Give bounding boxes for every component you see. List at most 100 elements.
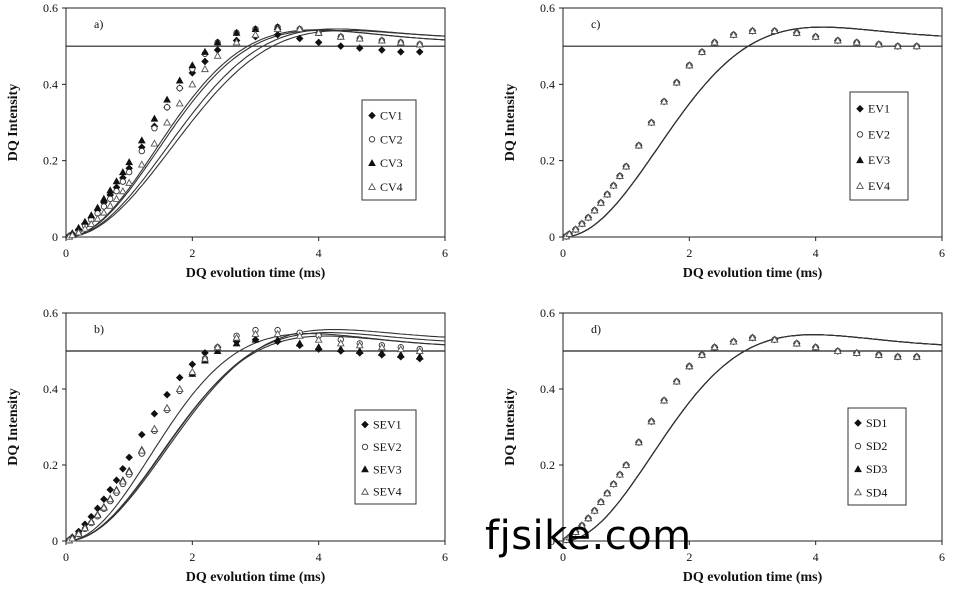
y-axis-title: DQ Intensity xyxy=(6,84,21,161)
data-point-cv3 xyxy=(137,136,146,144)
data-point-sev4 xyxy=(118,477,127,485)
data-point-cv4 xyxy=(137,160,146,168)
data-point-cv4 xyxy=(80,224,89,232)
data-point-ev4 xyxy=(622,162,631,170)
y-tick-label: 0.4 xyxy=(540,382,555,396)
x-tick-label: 6 xyxy=(442,246,448,260)
data-point-cv4 xyxy=(118,187,127,195)
data-point-sev3 xyxy=(396,350,405,358)
data-point-ev4 xyxy=(590,206,599,214)
chart-panel-d: 0 2 4 6 0 0.2 0.4 0.6 DQ evolution time (ms) DQ I… xyxy=(503,306,945,585)
legend-marker-sev4 xyxy=(361,487,369,495)
data-point-ev4 xyxy=(609,181,618,189)
data-point-cv3 xyxy=(163,95,171,103)
data-point-sev4 xyxy=(68,534,77,542)
data-point-cv3 xyxy=(106,186,115,194)
legend-label-cv2: CV2 xyxy=(380,132,403,146)
data-point-sev1 xyxy=(125,453,133,462)
legend-label-sd1: SD1 xyxy=(866,416,887,430)
plot-frame xyxy=(562,312,943,542)
x-axis-title: DQ evolution time (ms) xyxy=(683,570,823,585)
fit-curve-cv4 xyxy=(65,29,446,238)
x-tick-label: 2 xyxy=(686,550,692,564)
legend-label-sev2: SEV2 xyxy=(373,440,402,454)
legend-marker-sd2 xyxy=(854,442,862,450)
y-tick-label: 0 xyxy=(52,230,58,244)
data-point-sd4 xyxy=(603,488,612,497)
data-point-ev4 xyxy=(792,28,801,36)
panel-label: a) xyxy=(94,17,103,31)
data-point-cv4 xyxy=(175,99,184,107)
data-point-cv4 xyxy=(99,208,108,216)
data-point-cv3 xyxy=(100,194,108,202)
legend-marker-cv1 xyxy=(368,111,376,120)
watermark-text: fjsike.com xyxy=(485,513,692,559)
data-point-ev4 xyxy=(565,229,574,237)
data-point-sd4 xyxy=(571,527,580,535)
data-point-cv4 xyxy=(377,36,386,44)
data-point-sev3 xyxy=(314,343,323,351)
y-tick-label: 0 xyxy=(549,230,555,244)
data-point-cv4 xyxy=(163,118,172,126)
chart-panel-b: 0 2 4 6 0 0.2 0.4 0.6 DQ evolution time (ms) DQ I… xyxy=(6,306,448,585)
x-tick-label: 2 xyxy=(189,550,195,564)
y-tick-label: 0 xyxy=(52,534,58,548)
data-point-ev4 xyxy=(571,225,580,233)
data-point-sev3 xyxy=(213,346,222,354)
data-point-sev4 xyxy=(188,367,197,375)
data-point-sev4 xyxy=(213,343,222,351)
y-tick-label: 0.4 xyxy=(540,77,555,91)
data-point-sev4 xyxy=(137,446,146,454)
data-point-ev4 xyxy=(603,190,612,198)
x-tick-label: 0 xyxy=(560,246,566,260)
data-point-cv4 xyxy=(415,40,424,48)
y-tick-label: 0.2 xyxy=(43,458,58,472)
data-point-sd4 xyxy=(660,396,669,404)
data-point-cv1 xyxy=(355,44,364,52)
data-point-sev4 xyxy=(336,339,345,347)
data-point-sev1 xyxy=(175,373,184,382)
y-tick-label: 0.6 xyxy=(540,306,555,320)
x-tick-label: 0 xyxy=(560,550,566,564)
data-point-sd4 xyxy=(634,438,643,446)
data-point-ev4 xyxy=(811,32,820,40)
x-tick-label: 6 xyxy=(939,246,945,260)
x-tick-label: 0 xyxy=(63,246,69,260)
data-point-sd4 xyxy=(912,352,921,360)
legend-label-cv1: CV1 xyxy=(380,108,403,122)
data-point-sev4 xyxy=(125,467,134,475)
y-tick-label: 0.2 xyxy=(540,458,555,472)
legend-label-cv4: CV4 xyxy=(380,180,403,194)
data-point-sd4 xyxy=(590,506,599,514)
data-point-sev3 xyxy=(336,345,345,353)
data-point-cv2 xyxy=(113,188,120,195)
data-point-cv4 xyxy=(314,28,323,36)
data-point-sev3 xyxy=(355,346,364,354)
data-point-cv3 xyxy=(125,158,134,166)
legend-label-sd4: SD4 xyxy=(866,485,887,499)
data-point-sev4 xyxy=(273,329,282,337)
data-point-sev4 xyxy=(150,424,159,432)
y-tick-label: 0.4 xyxy=(43,382,58,396)
data-point-sev4 xyxy=(163,403,172,412)
data-point-cv3 xyxy=(201,47,209,55)
data-point-cv2 xyxy=(100,203,108,210)
data-point-sev4 xyxy=(112,486,121,494)
data-point-sev1 xyxy=(112,476,121,484)
data-point-cv1 xyxy=(415,48,424,56)
data-point-ev4 xyxy=(634,141,643,149)
data-point-sd4 xyxy=(852,348,861,356)
data-point-cv3 xyxy=(81,217,89,225)
x-axis-title: DQ evolution time (ms) xyxy=(186,266,326,281)
chart-panel-a: 0 2 4 6 0 0.2 0.4 0.6 DQ evolution time (ms) DQ I… xyxy=(6,1,448,281)
data-point-cv3 xyxy=(118,168,127,176)
legend-label-sev3: SEV3 xyxy=(373,462,402,476)
legend-marker-sd3 xyxy=(854,465,862,473)
x-axis-title: DQ evolution time (ms) xyxy=(683,266,823,281)
data-point-sev1 xyxy=(138,430,146,439)
data-point-cv4 xyxy=(188,80,197,88)
data-point-sev4 xyxy=(99,503,108,511)
data-point-cv3 xyxy=(188,61,197,69)
data-point-cv3 xyxy=(93,203,102,211)
x-tick-label: 6 xyxy=(939,550,945,564)
